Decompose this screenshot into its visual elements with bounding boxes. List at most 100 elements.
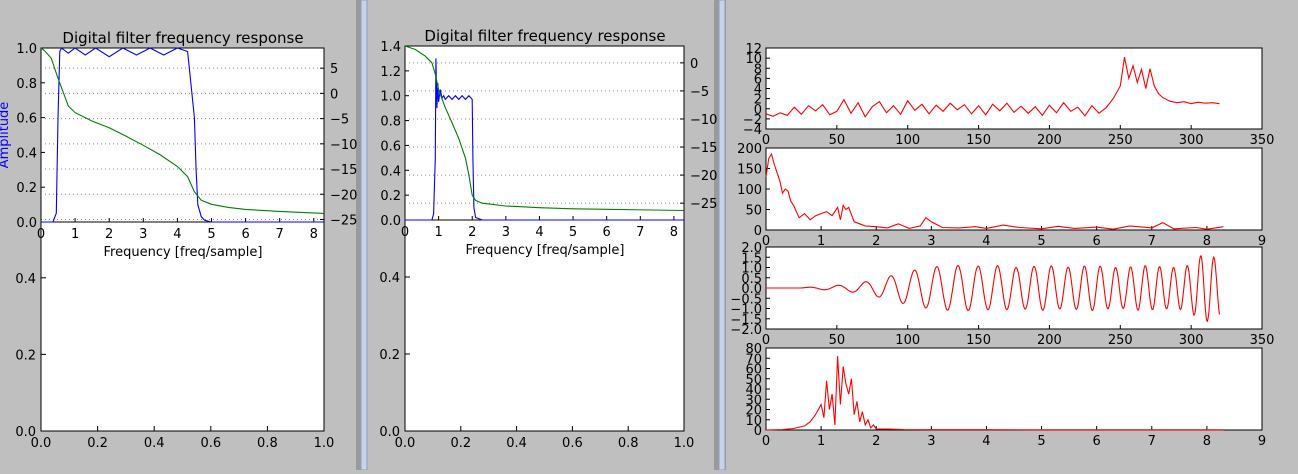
- middle_panel-bg-ytick-label: 0.2: [379, 348, 400, 363]
- right_panel_4-xtick-label: 4: [982, 434, 990, 449]
- right_panel_1-xtick-label: 100: [895, 133, 920, 148]
- left_panel-xtick-label: 6: [241, 227, 249, 242]
- left_panel-bg-xtick-label: 0.4: [144, 436, 165, 451]
- right_panel_3-ytick-label: 2.0: [741, 241, 762, 256]
- right_panel_3-xtick-label: 100: [895, 333, 920, 348]
- right_panel_2-series-line: [765, 152, 1224, 230]
- middle_panel-xlabel: Frequency [freq/sample]: [466, 243, 625, 258]
- right_panel_3-series-line: [766, 255, 1221, 323]
- right_panel_3-ytick-label: 1.5: [741, 251, 762, 266]
- middle_panel-xtick-label: 5: [569, 225, 577, 240]
- left_panel-right-ytick-label: −5: [330, 113, 349, 128]
- middle_panel-series-green-line: [404, 45, 685, 212]
- right_panel_2-xtick-label: 7: [1148, 234, 1156, 249]
- left_panel-bg-ytick-label: 0.2: [15, 348, 36, 363]
- middle_panel-bg-ytick-label: 0.0: [379, 425, 400, 440]
- right_panel_3-xtick-label: 300: [1179, 333, 1204, 348]
- left_panel-right-ytick-label: 5: [330, 62, 338, 77]
- right_panel_3-xtick-label: 250: [1108, 333, 1133, 348]
- middle_panel-series-blue-line: [405, 58, 684, 221]
- left_panel-ylabel: Amplitude: [0, 102, 12, 169]
- right_panel_1-xtick-label: 0: [762, 133, 770, 148]
- middle_panel-right-ytick-label: −25: [690, 197, 717, 212]
- middle_panel-xtick-label: 1: [434, 225, 442, 240]
- right_panel_4-ytick-label: 50: [745, 373, 762, 388]
- right_panel_2-xtick-label: 8: [1203, 234, 1211, 249]
- left_panel-xtick-label: 1: [71, 227, 79, 242]
- right_panel_1-series-line: [765, 56, 1220, 118]
- splitter-handle-2[interactable]: [718, 0, 726, 471]
- left_panel-bg-ytick-label: 0.0: [15, 425, 36, 440]
- middle_panel-left-ytick-label: 0.0: [380, 214, 401, 229]
- right_panel_4-series-line: [765, 356, 1224, 431]
- middle_panel-right-ytick-label: −10: [690, 113, 717, 128]
- right_panel_3-ytick-label: −0.5: [730, 292, 762, 307]
- left_panel-xtick-label: 2: [105, 227, 113, 242]
- middle_panel-right-ytick-label: −5: [690, 85, 709, 100]
- left_panel-xtick-label: 8: [310, 227, 318, 242]
- left_panel-xtick-label: 7: [276, 227, 284, 242]
- right_panel_4-axes: [765, 347, 1263, 431]
- right_panel_4-ytick-label: 0: [754, 424, 762, 439]
- middle_panel-bg-ytick-label: 0.4: [379, 271, 400, 286]
- middle_panel-xtick-label: 0: [401, 225, 409, 240]
- middle_panel-left-ytick-label: 0.6: [380, 139, 401, 154]
- right_panel_4-xtick-label: 1: [817, 434, 825, 449]
- middle_panel-bg-xtick-label: 0.4: [506, 436, 527, 451]
- right_panel_3-axes: [765, 246, 1263, 330]
- right_panel_2-xtick-label: 9: [1258, 234, 1266, 249]
- left_panel-bg-xtick-label: 1.0: [314, 436, 335, 451]
- right_panel_1-ytick-label: 0: [754, 103, 762, 118]
- left_panel-left-ytick-label: 0.2: [16, 181, 37, 196]
- left_panel-bg-xtick-label: 0.8: [257, 436, 278, 451]
- right_panel_3-ytick-label: −1.0: [730, 303, 762, 318]
- middle_panel-right-ytick-label: −15: [690, 141, 717, 156]
- right_panel_2-xtick-label: 0: [762, 234, 770, 249]
- middle_panel-right-ytick-label: −20: [690, 169, 717, 184]
- right_panel_1-ytick-label: 2: [754, 93, 762, 108]
- right_panel_4-ytick-label: 30: [745, 393, 762, 408]
- right_panel_1-xtick-label: 300: [1179, 133, 1204, 148]
- left_panel-left-ytick-label: 0.8: [16, 77, 37, 92]
- left_panel-series-blue-line: [41, 47, 324, 223]
- left_panel-xtick-label: 3: [139, 227, 147, 242]
- right_panel_2-xtick-label: 4: [982, 234, 990, 249]
- middle_panel-xtick-label: 7: [636, 225, 644, 240]
- right_panel_4-ytick-label: 10: [745, 414, 762, 429]
- right_panel_1-ytick-label: −2: [743, 113, 762, 128]
- middle_panel-left-ytick-label: 0.8: [380, 115, 401, 130]
- splitter-handle-1[interactable]: [360, 0, 368, 471]
- middle_panel-left-ytick-label: 1.4: [380, 40, 401, 55]
- left_panel-xlabel: Frequency [freq/sample]: [104, 245, 263, 260]
- right_panel_2-xtick-label: 3: [927, 234, 935, 249]
- right_panel_3-xtick-label: 50: [829, 333, 846, 348]
- right_panel_4-xtick-label: 3: [927, 434, 935, 449]
- left_panel-bg-xtick-label: 0.6: [200, 436, 221, 451]
- middle_panel-left-ytick-label: 1.2: [380, 65, 401, 80]
- right_panel_4-xtick-label: 5: [1037, 434, 1045, 449]
- left_panel-right-ytick-label: −20: [330, 188, 357, 203]
- middle_panel-xtick-label: 6: [603, 225, 611, 240]
- right_panel_2-xtick-label: 2: [872, 234, 880, 249]
- right_panel_1-xtick-label: 350: [1250, 133, 1275, 148]
- right_panel_3-xtick-label: 0: [762, 333, 770, 348]
- left_panel-title: Digital filter frequency response: [62, 29, 303, 47]
- left_panel-right-ytick-label: −25: [330, 213, 357, 228]
- middle_panel-top-axes: [404, 45, 685, 221]
- right_panel_1-xtick-label: 200: [1037, 133, 1062, 148]
- middle_panel-bg-xtick-label: 1.0: [674, 436, 695, 451]
- right_panel_1-xtick-label: 150: [966, 133, 991, 148]
- left_panel-xtick-label: 0: [37, 227, 45, 242]
- left_panel-right-ytick-label: −15: [330, 163, 357, 178]
- right_panel_3-xtick-label: 200: [1037, 333, 1062, 348]
- middle_panel-title: Digital filter frequency response: [424, 27, 665, 45]
- right_panel_3-ytick-label: 0.0: [741, 282, 762, 297]
- right_panel_1-ytick-label: 10: [745, 52, 762, 67]
- left_panel-left-ytick-label: 0.0: [16, 216, 37, 231]
- right_panel_4-ytick-label: 40: [745, 383, 762, 398]
- left_panel-left-ytick-label: 0.4: [16, 146, 37, 161]
- middle_panel-bg-xtick-label: 0.2: [450, 436, 471, 451]
- left_panel-right-ytick-label: 0: [330, 87, 338, 102]
- right_panel_3-ytick-label: 1.0: [741, 262, 762, 277]
